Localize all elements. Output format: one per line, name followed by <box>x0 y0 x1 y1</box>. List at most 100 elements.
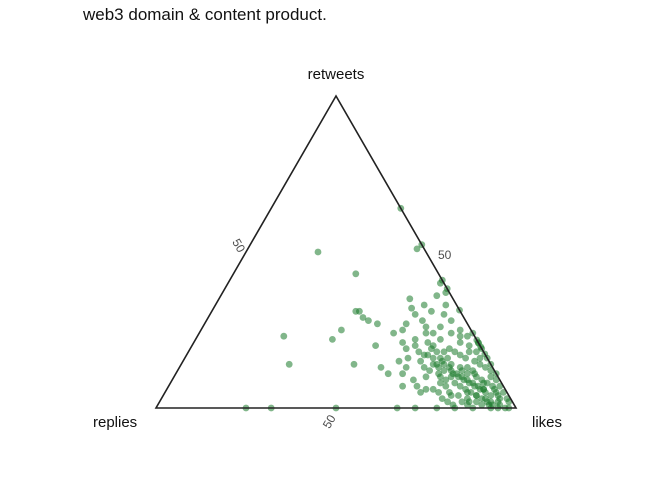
data-point <box>456 351 464 359</box>
data-point <box>465 348 473 356</box>
data-point <box>419 317 426 324</box>
data-point <box>402 364 410 371</box>
data-point <box>329 336 336 343</box>
tick-label-right: 50 <box>438 248 452 262</box>
data-point <box>462 354 469 362</box>
data-point <box>442 301 450 309</box>
data-point <box>411 342 419 349</box>
data-point <box>424 351 432 359</box>
data-point <box>280 332 288 340</box>
data-point <box>411 336 419 343</box>
data-point <box>440 311 448 318</box>
ticks-layer: 50 50 50 <box>229 236 451 431</box>
data-point <box>455 373 462 381</box>
data-point <box>442 382 450 390</box>
data-point <box>399 326 406 334</box>
data-point <box>350 360 358 368</box>
data-point <box>458 367 466 374</box>
data-point <box>285 360 293 368</box>
data-point <box>456 332 464 340</box>
data-point <box>476 354 484 362</box>
data-point <box>478 395 486 402</box>
data-point <box>471 370 478 378</box>
data-point <box>429 360 437 368</box>
data-point <box>422 373 430 381</box>
data-point <box>482 389 489 396</box>
data-point <box>456 339 464 346</box>
data-point <box>442 376 450 384</box>
data-point <box>365 317 372 324</box>
data-point <box>465 379 473 387</box>
data-point <box>399 339 406 346</box>
data-point <box>352 270 360 278</box>
data-point <box>426 367 433 374</box>
data-point <box>399 370 406 378</box>
data-point <box>384 370 392 378</box>
data-point <box>473 398 480 406</box>
data-point <box>455 392 462 399</box>
axis-label-retweets: retweets <box>308 66 365 83</box>
data-point <box>410 376 417 384</box>
data-point <box>433 292 441 300</box>
data-point <box>476 385 484 393</box>
data-point <box>428 345 435 353</box>
data-point <box>429 385 437 393</box>
data-point <box>446 345 453 353</box>
data-point <box>435 389 442 396</box>
data-point <box>444 398 451 406</box>
data-point <box>413 382 421 390</box>
data-point <box>422 329 430 337</box>
data-point <box>464 401 471 409</box>
data-point <box>314 248 322 256</box>
data-point <box>338 326 345 334</box>
data-point <box>473 348 480 356</box>
data-point <box>437 336 444 343</box>
tick-label-bottom: 50 <box>320 412 339 431</box>
data-point <box>442 289 450 296</box>
data-point <box>437 354 444 362</box>
data-point <box>428 307 435 315</box>
data-point <box>494 398 502 406</box>
data-point <box>435 364 442 371</box>
data-point <box>464 370 471 378</box>
data-point <box>437 323 444 331</box>
data-point <box>390 329 397 337</box>
data-point <box>395 357 403 365</box>
data-point <box>413 245 421 253</box>
data-point <box>420 364 428 371</box>
data-point <box>478 401 486 409</box>
data-point <box>422 385 430 393</box>
data-point <box>505 398 513 406</box>
data-point <box>447 329 455 337</box>
axis-label-replies: replies <box>93 414 137 431</box>
data-point <box>359 314 367 321</box>
data-point <box>372 342 379 349</box>
data-point <box>478 376 486 384</box>
points-layer <box>242 204 513 412</box>
data-point <box>438 395 446 402</box>
data-point <box>422 323 430 331</box>
data-point <box>433 348 441 356</box>
data-point <box>420 301 428 309</box>
data-point <box>429 354 437 362</box>
data-point <box>465 342 473 349</box>
data-point <box>411 311 419 318</box>
data-point <box>440 367 448 374</box>
data-point <box>399 382 406 390</box>
data-point <box>402 345 410 353</box>
data-point <box>487 373 495 381</box>
data-point <box>402 320 410 328</box>
data-point <box>462 385 469 393</box>
data-point <box>476 360 484 368</box>
data-point <box>406 295 414 303</box>
data-point <box>440 360 448 368</box>
data-point <box>456 382 464 390</box>
data-point <box>437 373 444 381</box>
data-point <box>460 376 468 384</box>
data-point <box>482 364 489 371</box>
data-point <box>464 364 471 371</box>
data-point <box>440 348 448 356</box>
data-point <box>415 348 423 356</box>
data-point <box>449 401 457 409</box>
